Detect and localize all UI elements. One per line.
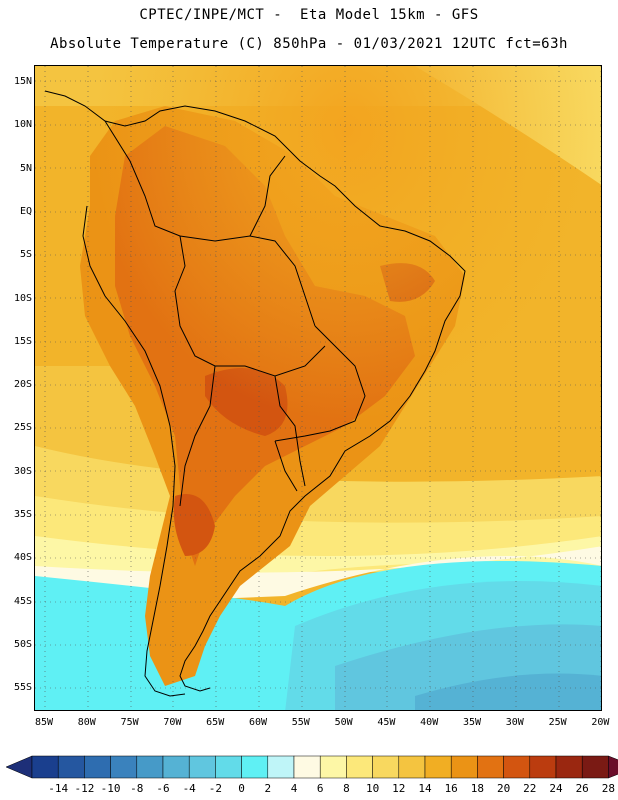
colorbar-label: 18 xyxy=(470,782,485,795)
coastline-borders xyxy=(44,90,466,697)
longitude-label: 40W xyxy=(420,717,439,728)
colorbar-segment xyxy=(581,755,609,779)
latitude-label: 50S xyxy=(13,638,32,650)
latitude-label: EQ xyxy=(19,205,32,217)
colorbar-segment xyxy=(215,755,242,779)
colorbar-label: -2 xyxy=(208,782,223,795)
latitude-label: 10N xyxy=(13,119,32,131)
colorbar-label: -4 xyxy=(182,782,196,795)
longitude-label: 35W xyxy=(462,717,482,728)
longitude-label: 20W xyxy=(591,717,610,728)
latitude-label: 40S xyxy=(13,552,32,564)
colorbar-label: 26 xyxy=(575,782,589,795)
latitude-label: 20S xyxy=(13,379,32,391)
colorbar-label: 20 xyxy=(496,782,511,795)
longitude-label: 80W xyxy=(77,717,96,728)
colorbar-label: -6 xyxy=(156,782,170,795)
colorbar-segment xyxy=(372,755,400,779)
colorbar-label: 8 xyxy=(343,782,350,795)
colorbar-segment xyxy=(293,755,321,779)
colorbar-segment xyxy=(503,755,531,779)
colorbar-segment xyxy=(162,755,190,779)
colorbar-segment xyxy=(57,755,85,779)
longitude-label: 55W xyxy=(291,717,310,728)
longitude-label: 85W xyxy=(34,717,54,728)
latitude-label: 35S xyxy=(13,509,32,520)
latitude-label: 5S xyxy=(19,249,32,261)
colorbar-segment xyxy=(188,755,216,779)
colorbar-label: 16 xyxy=(444,782,458,795)
colorbar-label: -10 xyxy=(100,782,121,795)
latitude-label: 15N xyxy=(13,76,32,87)
colorbar-label: 12 xyxy=(392,782,406,795)
longitude-label: 50W xyxy=(334,717,353,728)
colorbar-label: 14 xyxy=(418,782,432,795)
latitude-label: 15S xyxy=(13,335,32,347)
colorbar-segment xyxy=(319,755,347,779)
temperature-field xyxy=(35,66,601,710)
colorbar-segment xyxy=(477,755,504,779)
colorbar-segment xyxy=(529,755,557,779)
colorbar-segment xyxy=(346,755,373,779)
colorbar-segment xyxy=(241,755,269,779)
colorbar-segment xyxy=(555,755,583,779)
colorbar-segment xyxy=(136,755,164,779)
colorbar-label: 2 xyxy=(264,782,272,795)
colorbar-segment xyxy=(267,755,295,779)
map-title-line2: Absolute Temperature (C) 850hPa - 01/03/… xyxy=(50,36,568,52)
colorbar-segment xyxy=(84,755,111,779)
temperature-map xyxy=(34,65,602,711)
colorbar-label: 22 xyxy=(523,782,537,795)
colorbar-label: 10 xyxy=(365,782,380,795)
longitude-label: 60W xyxy=(248,717,268,728)
longitude-label: 65W xyxy=(206,717,225,728)
longitude-label: 75W xyxy=(120,717,139,728)
longitude-label: 25W xyxy=(548,717,567,728)
latitude-label: 30S xyxy=(13,465,32,477)
longitude-label: 30W xyxy=(505,717,524,728)
colorbar-segment xyxy=(450,755,478,779)
colorbar-label: 4 xyxy=(290,782,298,795)
colorbar-segment xyxy=(110,755,138,779)
colorbar-segment xyxy=(31,755,59,779)
longitude-label: 45W xyxy=(377,717,396,728)
colorbar-label: -8 xyxy=(130,782,144,795)
colorbar-label: 0 xyxy=(238,782,245,795)
colorbar-label: -12 xyxy=(74,782,95,795)
colorbar-label: 24 xyxy=(549,782,563,795)
latitude-label: 25S xyxy=(13,422,32,434)
latitude-label: 45S xyxy=(13,595,32,607)
colorbar-label: 6 xyxy=(316,782,324,795)
colorbar-label: 28 xyxy=(601,782,616,795)
longitude-label: 70W xyxy=(163,717,182,728)
colorbar-max-arrow xyxy=(608,755,618,779)
latitude-label: 55S xyxy=(13,682,32,694)
temperature-colorbar xyxy=(6,755,618,779)
map-title-line1: CPTEC/INPE/MCT - Eta Model 15km - GFS xyxy=(139,7,479,23)
colorbar-label: -14 xyxy=(48,782,69,795)
latitude-label: 10S xyxy=(13,292,32,304)
latitude-label: 5N xyxy=(19,162,32,174)
colorbar-min-arrow xyxy=(6,755,33,779)
colorbar-segment xyxy=(424,755,452,779)
colorbar-segment xyxy=(398,755,426,779)
